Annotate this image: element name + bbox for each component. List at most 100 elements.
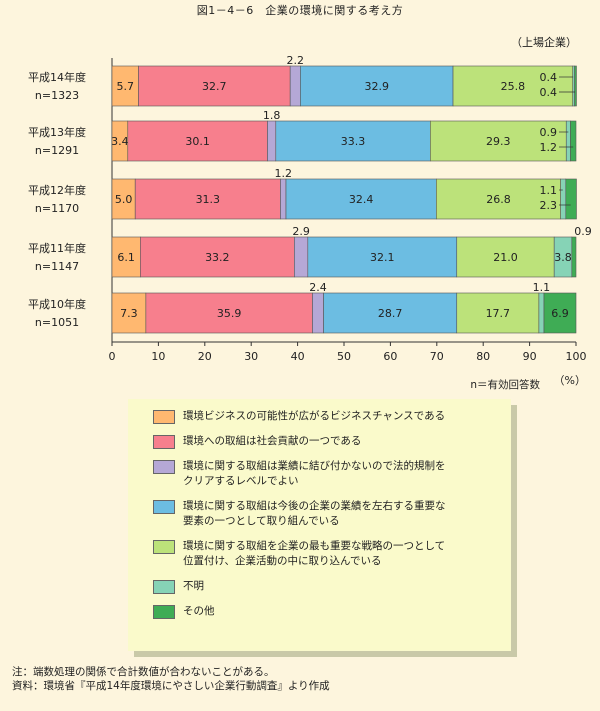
legend-swatch bbox=[153, 580, 175, 594]
value-label: 6.9 bbox=[551, 307, 569, 320]
value-label: 5.7 bbox=[116, 80, 134, 93]
value-label: 2.4 bbox=[309, 281, 327, 294]
x-tick-label: 80 bbox=[476, 350, 490, 363]
bar-segment bbox=[140, 236, 295, 278]
x-tick-label: 0 bbox=[109, 350, 116, 363]
bar-segment bbox=[436, 178, 561, 220]
x-tick-label: 30 bbox=[244, 350, 258, 363]
legend-label: 環境に関する取組を企業の最も重要な戦略の一つとして 位置付け、企業活動の中に取り… bbox=[183, 540, 446, 567]
x-tick-label: 100 bbox=[566, 350, 587, 363]
value-label: 3.8 bbox=[554, 251, 572, 264]
stacked-bar-chart: （上場企業） 0 10 20 30 40 50 60 70 80 90 100 （%） n＝有効回答数 平成… bbox=[28, 35, 592, 391]
bar-segment bbox=[543, 292, 577, 334]
bar-segment bbox=[289, 65, 301, 107]
bar-segment bbox=[452, 65, 574, 107]
category-label: 平成13年度 bbox=[28, 125, 86, 139]
x-tick-label: 50 bbox=[337, 350, 351, 363]
legend: 環境ビジネスの可能性が広がるビジネスチャンスである 環境への取組は社会貢献の一つで… bbox=[128, 399, 511, 651]
value-label: 2.3 bbox=[540, 199, 558, 212]
value-label: 35.9 bbox=[217, 307, 242, 320]
legend-item: 環境に関する取組は業績に結び付かないので法的規制を クリアするレベルでよい bbox=[153, 459, 511, 489]
value-label: 1.8 bbox=[263, 109, 281, 122]
value-label: 33.2 bbox=[205, 251, 230, 264]
x-tick-label: 10 bbox=[151, 350, 165, 363]
bar-segment bbox=[312, 292, 324, 334]
value-label: 3.4 bbox=[111, 135, 129, 148]
value-label: 1.1 bbox=[540, 184, 558, 197]
value-label: 0.9 bbox=[574, 225, 592, 238]
value-label: 2.2 bbox=[287, 54, 305, 67]
n-value-label: n=1170 bbox=[35, 202, 79, 215]
legend-item: 環境に関する取組は今後の企業の業績を左右する重要な 要素の一つとして取り組んでい… bbox=[153, 499, 511, 529]
value-label: 28.7 bbox=[378, 307, 403, 320]
value-label: 31.3 bbox=[196, 193, 221, 206]
legend-label: 環境に関する取組は今後の企業の業績を左右する重要な 要素の一つとして取り組んでい… bbox=[183, 500, 446, 527]
bar-segment bbox=[294, 236, 309, 278]
value-label: 25.8 bbox=[501, 80, 526, 93]
bar-segment bbox=[571, 236, 577, 278]
value-label: 0.4 bbox=[540, 71, 558, 84]
value-label: 17.7 bbox=[486, 307, 511, 320]
legend-swatch bbox=[153, 410, 175, 424]
value-label: 26.8 bbox=[486, 193, 511, 206]
bar-segment bbox=[323, 292, 458, 334]
category-label: 平成11年度 bbox=[28, 241, 86, 255]
value-label: 5.0 bbox=[115, 193, 133, 206]
x-unit-label: （%） bbox=[554, 374, 586, 387]
x-tick-label: 90 bbox=[523, 350, 537, 363]
n-label: n＝有効回答数 bbox=[470, 378, 540, 391]
note-line: 注：端数処理の関係で合計数値が合わないことがある。 bbox=[12, 666, 275, 678]
bar-segment bbox=[267, 120, 277, 162]
bar-segment bbox=[285, 178, 437, 220]
value-label: 29.3 bbox=[486, 135, 511, 148]
bar-segment bbox=[307, 236, 458, 278]
legend-label: 環境に関する取組は業績に結び付かないので法的規制を クリアするレベルでよい bbox=[183, 460, 446, 487]
value-label: 32.1 bbox=[370, 251, 395, 264]
bar-segment bbox=[430, 120, 567, 162]
category-label: 平成10年度 bbox=[28, 297, 86, 311]
n-value-label: n=1291 bbox=[35, 144, 79, 157]
legend-swatch bbox=[153, 460, 175, 474]
category-label: 平成12年度 bbox=[28, 183, 86, 197]
value-label: 1.2 bbox=[540, 141, 558, 154]
value-label: 0.4 bbox=[540, 86, 558, 99]
bar-segment bbox=[138, 65, 291, 107]
value-label: 1.2 bbox=[274, 167, 292, 180]
value-label: 0.9 bbox=[540, 126, 558, 139]
source-line: 資料：環境省『平成14年度環境にやさしい企業行動調査』より作成 bbox=[12, 680, 330, 692]
legend-item: 環境への取組は社会貢献の一つである bbox=[153, 434, 511, 449]
legend-swatch bbox=[153, 435, 175, 449]
value-label: 21.0 bbox=[493, 251, 518, 264]
n-value-label: n=1323 bbox=[35, 89, 79, 102]
legend-label: 環境への取組は社会貢献の一つである bbox=[183, 435, 362, 447]
bar-segment bbox=[565, 178, 577, 220]
value-label: 6.1 bbox=[117, 251, 135, 264]
x-tick-label: 60 bbox=[383, 350, 397, 363]
legend-swatch bbox=[153, 500, 175, 514]
legend-label: その他 bbox=[183, 605, 215, 617]
bar-segment bbox=[538, 292, 545, 334]
legend-item: 環境に関する取組を企業の最も重要な戦略の一つとして 位置付け、企業活動の中に取り… bbox=[153, 539, 511, 569]
bar-segment bbox=[111, 236, 141, 278]
x-tick-label: 40 bbox=[291, 350, 305, 363]
bar-segment bbox=[570, 120, 577, 162]
legend-label: 環境ビジネスの可能性が広がるビジネスチャンスである bbox=[183, 410, 446, 422]
legend-item: 不明 bbox=[153, 579, 511, 594]
x-tick-label: 20 bbox=[198, 350, 212, 363]
value-label: 33.3 bbox=[341, 135, 366, 148]
n-value-label: n=1051 bbox=[35, 316, 79, 329]
bar-segment bbox=[275, 120, 431, 162]
bar-segment bbox=[456, 292, 540, 334]
bar-segment bbox=[574, 65, 577, 107]
legend-label: 不明 bbox=[183, 580, 204, 592]
value-label: 32.9 bbox=[364, 80, 389, 93]
legend-swatch bbox=[153, 540, 175, 554]
value-label: 7.3 bbox=[120, 307, 138, 320]
bar-segment bbox=[145, 292, 313, 334]
unit-note: （上場企業） bbox=[511, 35, 577, 49]
n-value-label: n=1147 bbox=[35, 260, 79, 273]
value-label: 30.1 bbox=[185, 135, 210, 148]
legend-item: 環境ビジネスの可能性が広がるビジネスチャンスである bbox=[153, 409, 511, 424]
bar-segment bbox=[127, 120, 268, 162]
value-label: 32.4 bbox=[349, 193, 374, 206]
